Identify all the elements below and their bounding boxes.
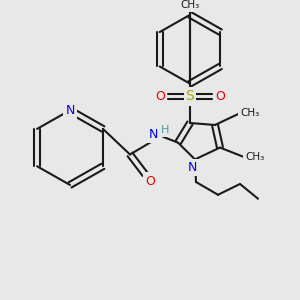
Text: N: N: [148, 128, 158, 141]
Text: CH₃: CH₃: [180, 0, 200, 10]
Text: H: H: [161, 125, 169, 135]
Text: O: O: [155, 90, 165, 103]
Text: N: N: [65, 104, 75, 117]
Text: CH₃: CH₃: [240, 108, 260, 118]
Text: O: O: [215, 90, 225, 103]
Text: S: S: [186, 89, 194, 103]
Text: N: N: [187, 161, 197, 174]
Text: CH₃: CH₃: [245, 152, 265, 162]
Text: O: O: [145, 175, 155, 188]
